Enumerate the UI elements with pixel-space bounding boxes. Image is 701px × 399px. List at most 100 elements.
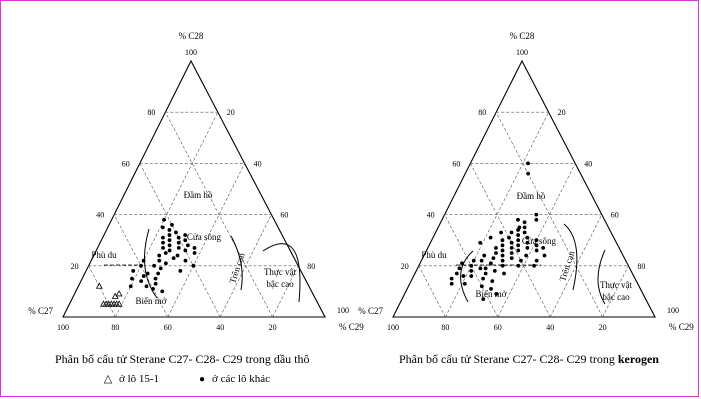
dot-point [534,258,539,263]
dot-point [488,261,493,266]
grid-line-c29 [549,214,603,318]
dot-point [542,253,547,258]
dot-point [492,269,497,273]
dot-point [500,258,505,263]
dot-point [534,243,539,248]
dot-point [183,238,188,243]
dot-point [145,271,150,276]
dot-point [161,235,165,240]
dot-point [509,230,514,235]
tick-label-bottom: 80 [111,323,119,332]
caption-material: kerogen [615,352,659,366]
dot-point [144,284,149,289]
tick-label-left: 80 [147,108,155,117]
dot-point [525,240,530,245]
grid-line-c29 [445,112,549,318]
dot-point [183,258,188,263]
dot-point [139,263,143,268]
axis-label-c28: % C28 [179,31,204,41]
dot-point [532,263,536,268]
grid-line-c29 [219,214,272,318]
dot-point [516,248,521,253]
region-label-cua-song: Cửa sông [187,232,222,242]
region-label-dam-ho: Đầm hồ [184,190,213,200]
dot-point [525,235,530,240]
dot-point [167,233,172,237]
triangle-outline [392,59,656,318]
ternary-chart-1: Thực vật bậc cao Phân bố cấu tử Sterane C2… [55,59,326,366]
region-boundary [144,228,158,299]
dot-point [160,225,165,230]
dot-point [163,261,168,266]
dot-point [191,263,196,268]
dot-point [509,240,514,245]
region-label-dam-ho: Đầm hồ [517,191,546,201]
ternary-chart-2: Thực vật bậc cao Phân bố cấu tử Sterane C2… [392,59,659,366]
region-boundary [262,243,301,303]
axis-label-c29: % C29 [669,322,694,332]
grid-line-c27 [470,163,551,318]
dot-point [526,171,531,176]
tick-label-bottom: 60 [164,323,172,332]
dot-point [192,251,197,255]
dot-point [183,248,188,253]
dot-point [541,245,546,250]
dot-point [494,251,498,255]
caption-suffix: trong [243,352,271,366]
dot-point [500,243,505,248]
dot-point [461,274,466,278]
region-label-bien-mo: Biển mở [475,289,506,299]
dot-point [519,258,523,263]
dot-point [488,235,493,240]
axis-label-c27: % C27 [28,306,53,316]
dot-point [170,222,174,227]
region-label-thuc-vat: Thực vật bậc cao [600,280,633,302]
tick-label-bottom: 80 [441,323,449,332]
dot-point [534,238,539,243]
dot-point [507,235,511,240]
tick-label-right: 80 [637,262,645,271]
dot-point [161,240,165,245]
dot-point [499,230,503,235]
dot-point [509,251,514,255]
dot-point [500,238,505,243]
dot-point [516,233,521,237]
dot-point [479,258,484,263]
tick-label-bottom-left: 100 [387,323,399,332]
caption-suffix: trong [587,352,615,366]
grid-line-c27 [88,265,116,318]
legend-triangle-label: ở lô 15-1 [119,373,159,385]
dot-point [500,253,505,258]
dot-point [153,281,158,286]
tick-label-left: 60 [452,159,460,168]
dot-point [534,248,539,253]
dot-point [186,243,190,248]
chart-caption: Phân bố cấu tử Sterane C27- C28- C29 tro… [55,352,310,366]
dot-point [174,230,178,235]
legend-dot-icon: ● [199,374,205,385]
dot-point [483,271,488,276]
dot-point [457,266,462,271]
grid-line-c27 [418,265,446,318]
tick-label-left: 60 [122,159,130,168]
legend-triangle-icon: △ [104,373,113,385]
dot-point [151,286,155,291]
dot-point [469,263,474,268]
dot-point [525,245,530,250]
dot-point [183,233,188,237]
dot-point [176,245,181,250]
axis-label-c29: % C29 [339,322,364,332]
tick-label-bottom: 40 [546,323,554,332]
dot-point [454,271,459,276]
region-label-thuc-vat-line1: Thực vật [264,267,297,277]
tick-label-left: 40 [427,211,435,220]
tick-label-left: 20 [71,262,79,271]
region-boundary [597,249,606,305]
dot-point [131,269,136,273]
grid-line-c29 [602,265,629,318]
grid-line-c27 [165,112,273,318]
tick-label-bottom: 20 [599,323,607,332]
dot-point [491,256,496,261]
tick-label-bottom: 60 [494,323,502,332]
